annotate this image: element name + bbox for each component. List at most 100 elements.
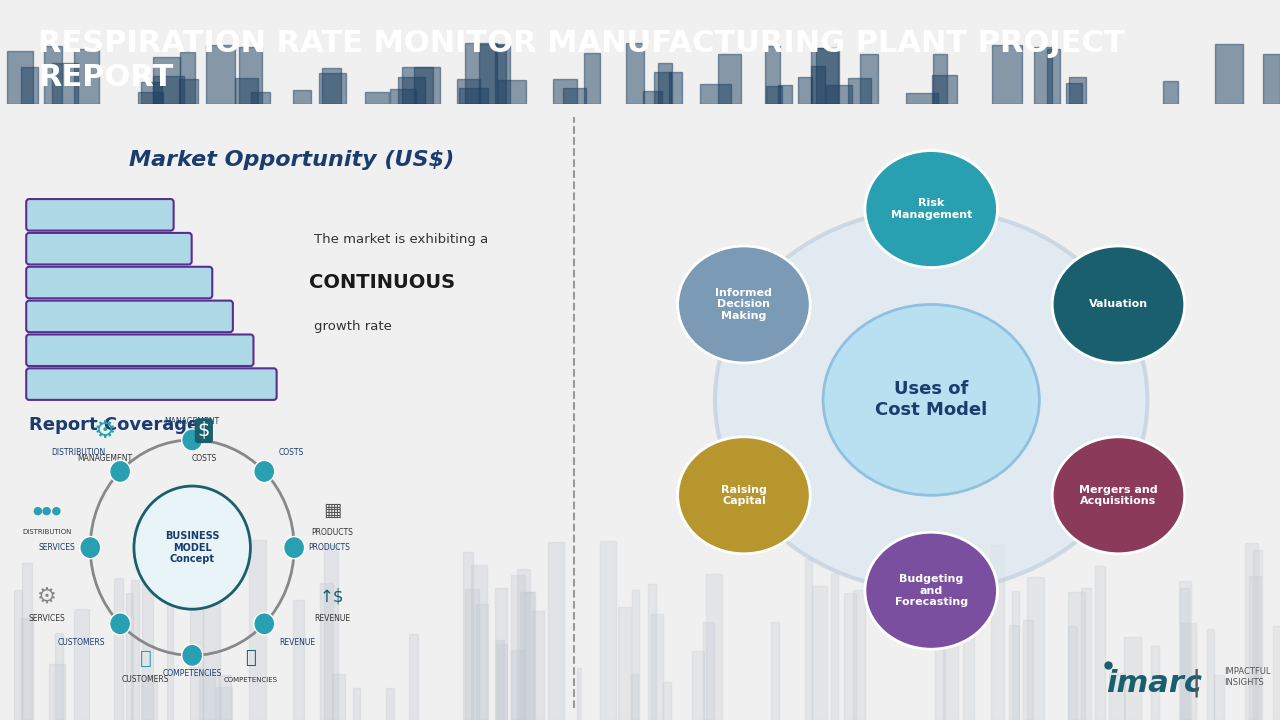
Text: DISTRIBUTION: DISTRIBUTION bbox=[22, 529, 72, 535]
Text: 🖥: 🖥 bbox=[244, 649, 256, 667]
Bar bbox=[497, 644, 507, 720]
Bar bbox=[1108, 673, 1125, 720]
Text: PRODUCTS: PRODUCTS bbox=[311, 528, 353, 536]
Bar bbox=[480, 45, 507, 104]
Bar bbox=[387, 688, 394, 720]
Bar bbox=[332, 674, 346, 720]
Circle shape bbox=[110, 613, 131, 635]
Text: COSTS: COSTS bbox=[279, 449, 305, 457]
Bar bbox=[154, 57, 180, 104]
Bar bbox=[1033, 48, 1052, 104]
Bar bbox=[498, 80, 526, 104]
Bar bbox=[650, 613, 663, 720]
Bar bbox=[812, 66, 826, 104]
Bar bbox=[844, 593, 856, 720]
Bar bbox=[1180, 588, 1189, 720]
Circle shape bbox=[253, 613, 275, 635]
Text: ⚙: ⚙ bbox=[37, 587, 56, 607]
Text: CUSTOMERS: CUSTOMERS bbox=[122, 675, 169, 685]
Text: CUSTOMERS: CUSTOMERS bbox=[58, 638, 105, 647]
Bar bbox=[1023, 620, 1033, 720]
Bar bbox=[548, 542, 564, 720]
Bar bbox=[476, 604, 488, 720]
Bar bbox=[142, 539, 152, 720]
Bar bbox=[797, 77, 812, 104]
Bar bbox=[20, 618, 33, 720]
Bar bbox=[465, 589, 479, 720]
Text: RESPIRATION RATE MONITOR MANUFACTURING PLANT PROJECT
REPORT: RESPIRATION RATE MONITOR MANUFACTURING P… bbox=[38, 30, 1125, 92]
Text: REVENUE: REVENUE bbox=[314, 614, 349, 623]
Bar bbox=[854, 590, 865, 720]
Bar bbox=[52, 63, 78, 104]
Bar bbox=[1215, 43, 1243, 104]
Bar bbox=[812, 585, 827, 720]
Bar bbox=[584, 53, 600, 104]
Bar bbox=[1213, 675, 1224, 720]
Bar bbox=[114, 578, 123, 720]
Bar bbox=[1181, 624, 1196, 720]
Text: Mergers and
Acquisitions: Mergers and Acquisitions bbox=[1079, 485, 1158, 506]
Bar bbox=[14, 590, 22, 720]
Bar bbox=[700, 84, 731, 104]
Bar bbox=[1009, 625, 1019, 720]
Bar bbox=[410, 634, 419, 720]
Bar bbox=[154, 76, 184, 104]
Bar bbox=[934, 562, 945, 720]
Text: Risk
Management: Risk Management bbox=[891, 198, 972, 220]
Bar bbox=[991, 544, 1004, 720]
Text: Uses of
Cost Model: Uses of Cost Model bbox=[876, 380, 987, 419]
Text: COMPETENCIES: COMPETENCIES bbox=[163, 670, 221, 678]
Bar bbox=[239, 48, 262, 104]
Bar bbox=[932, 75, 957, 104]
Bar bbox=[563, 88, 586, 104]
Bar bbox=[471, 564, 488, 720]
Bar bbox=[831, 572, 838, 720]
Text: IMPACTFUL
INSIGHTS: IMPACTFUL INSIGHTS bbox=[1224, 667, 1271, 687]
FancyBboxPatch shape bbox=[26, 233, 192, 264]
Bar bbox=[511, 649, 525, 720]
Bar bbox=[251, 91, 270, 104]
Bar bbox=[365, 92, 389, 104]
Circle shape bbox=[134, 486, 251, 609]
Text: growth rate: growth rate bbox=[315, 320, 393, 333]
Bar bbox=[138, 92, 163, 104]
Circle shape bbox=[1052, 246, 1185, 363]
Bar bbox=[576, 667, 589, 720]
Text: REVENUE: REVENUE bbox=[279, 638, 315, 647]
Bar bbox=[933, 54, 947, 104]
Bar bbox=[532, 611, 544, 720]
Bar bbox=[765, 46, 780, 104]
Bar bbox=[49, 665, 65, 720]
Circle shape bbox=[677, 246, 810, 363]
Bar bbox=[1065, 83, 1082, 104]
Bar bbox=[131, 580, 140, 720]
Text: imarc: imarc bbox=[1106, 669, 1202, 698]
Text: MANAGEMENT: MANAGEMENT bbox=[77, 454, 132, 463]
Bar bbox=[44, 47, 61, 104]
Bar bbox=[1179, 581, 1192, 720]
Circle shape bbox=[110, 460, 131, 482]
Bar bbox=[458, 88, 488, 104]
Bar bbox=[1124, 636, 1140, 720]
Bar bbox=[55, 633, 64, 720]
Bar bbox=[511, 575, 525, 720]
Bar bbox=[1069, 77, 1085, 104]
Text: |: | bbox=[1192, 669, 1201, 697]
Bar bbox=[553, 78, 577, 104]
Bar bbox=[293, 90, 311, 104]
Bar bbox=[817, 48, 838, 104]
Bar bbox=[293, 600, 305, 720]
Bar bbox=[1069, 593, 1084, 720]
Text: PRODUCTS: PRODUCTS bbox=[308, 543, 351, 552]
Bar bbox=[517, 570, 530, 720]
Bar bbox=[669, 72, 682, 104]
Bar bbox=[631, 590, 639, 720]
Text: ●●●: ●●● bbox=[32, 505, 61, 516]
Bar bbox=[805, 559, 812, 720]
FancyBboxPatch shape bbox=[26, 369, 276, 400]
FancyBboxPatch shape bbox=[26, 301, 233, 332]
Bar bbox=[1047, 49, 1060, 104]
Bar bbox=[849, 78, 870, 104]
Circle shape bbox=[865, 532, 997, 649]
Bar bbox=[178, 78, 198, 104]
